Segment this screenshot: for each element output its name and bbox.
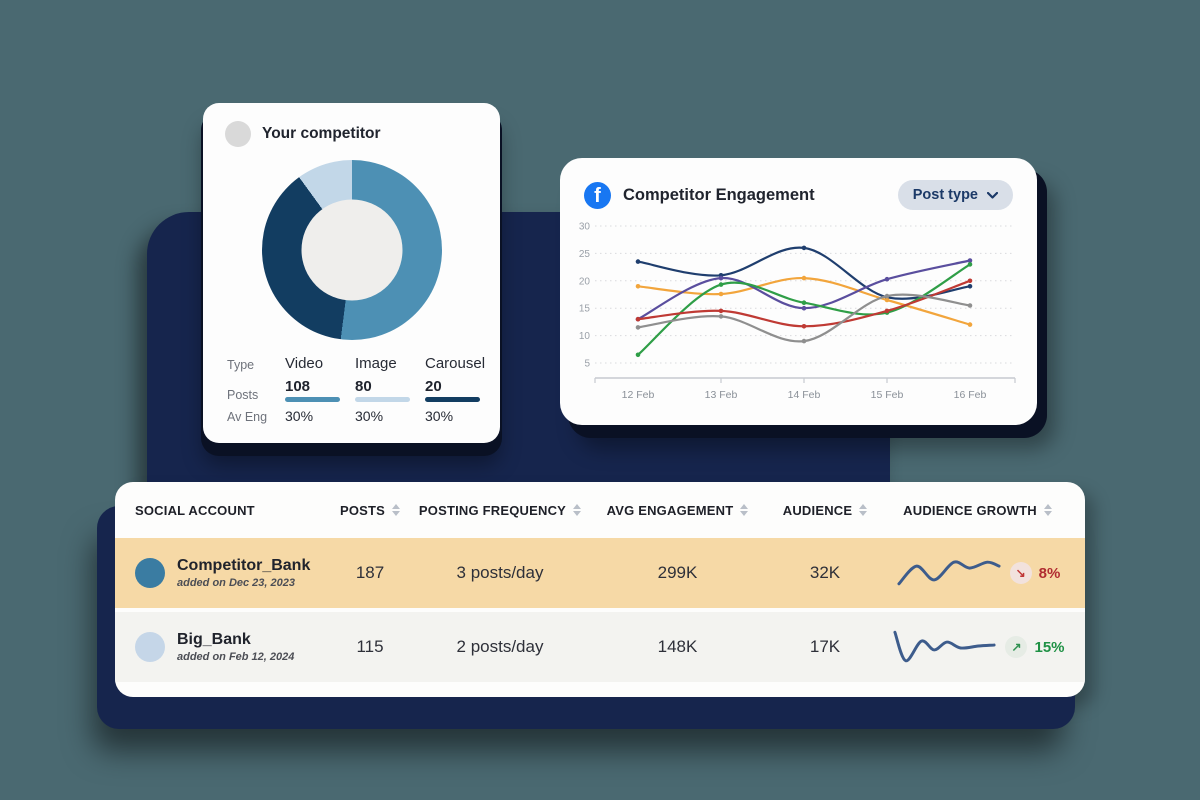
column-header-label: AVG ENGAGEMENT bbox=[606, 502, 734, 518]
chevron-down-icon bbox=[987, 191, 998, 199]
column-header-label: AUDIENCE bbox=[782, 502, 853, 518]
growth-up-arrow-icon: ↗ bbox=[1005, 636, 1028, 658]
sort-icon[interactable] bbox=[392, 504, 401, 516]
legend-posts-2: 20 bbox=[425, 378, 442, 395]
sort-icon[interactable] bbox=[573, 504, 582, 516]
posting-frequency-value: 3 posts/day bbox=[456, 563, 544, 582]
table-row[interactable]: Competitor_Bank added on Dec 23, 2023 18… bbox=[115, 538, 1085, 608]
account-added-date: added on Dec 23, 2023 bbox=[177, 576, 295, 589]
legend-aveng-2: 30% bbox=[425, 408, 454, 424]
competitor-avatar bbox=[225, 121, 251, 147]
legend-row-label-posts: Posts bbox=[227, 388, 259, 402]
column-header-posts[interactable]: POSTS bbox=[335, 503, 405, 518]
post-type-dropdown-label: Post type bbox=[912, 187, 978, 203]
donut-chart-wrap bbox=[203, 160, 500, 340]
posts-value: 115 bbox=[356, 637, 384, 656]
column-header-posting-frequency[interactable]: POSTING FREQUENCY bbox=[405, 503, 595, 518]
audience-growth-cell: ↗ 15% bbox=[890, 625, 1065, 669]
competitors-table-card: SOCIAL ACCOUNT POSTS POSTING FREQUENCY AVG … bbox=[115, 482, 1085, 697]
social-account-cell: Big_Bank added on Feb 12, 2024 bbox=[135, 631, 335, 663]
column-header-label: POSTING FREQUENCY bbox=[418, 502, 567, 518]
avg-engagement-value: 148K bbox=[657, 637, 698, 656]
social-account-cell: Competitor_Bank added on Dec 23, 2023 bbox=[135, 557, 335, 589]
svg-text:5: 5 bbox=[584, 359, 590, 370]
svg-text:15 Feb: 15 Feb bbox=[871, 389, 904, 401]
post-type-donut-chart bbox=[261, 160, 442, 340]
legend-posts-0: 108 bbox=[285, 378, 311, 395]
sort-icon[interactable] bbox=[740, 504, 749, 516]
audience-growth-sparkline bbox=[893, 630, 997, 663]
competitor-engagement-card: f Competitor Engagement Post type 30 25 20… bbox=[560, 158, 1037, 425]
account-name: Competitor_Bank bbox=[177, 557, 311, 575]
sort-icon[interactable] bbox=[859, 504, 868, 516]
svg-text:10: 10 bbox=[579, 331, 591, 342]
competitor-donut-card: Your competitor Type Video Image Carousel Po… bbox=[203, 103, 500, 443]
engagement-card-title: Competitor Engagement bbox=[623, 185, 815, 204]
svg-text:25: 25 bbox=[579, 249, 591, 260]
account-avatar bbox=[135, 558, 165, 588]
audience-value: 17K bbox=[809, 637, 841, 656]
legend-color-bar-2 bbox=[425, 397, 480, 402]
svg-text:12 Feb: 12 Feb bbox=[622, 389, 655, 401]
column-header-label: POSTS bbox=[339, 502, 386, 518]
donut-card-title: Your competitor bbox=[262, 125, 381, 142]
audience-value: 32K bbox=[809, 563, 841, 582]
svg-text:15: 15 bbox=[579, 304, 591, 315]
table-header-row: SOCIAL ACCOUNT POSTS POSTING FREQUENCY AVG … bbox=[115, 482, 1085, 538]
donut-hole bbox=[301, 199, 402, 301]
column-header-social-account: SOCIAL ACCOUNT bbox=[135, 503, 335, 518]
column-header-audience[interactable]: AUDIENCE bbox=[760, 503, 890, 518]
engagement-line-chart: 30 25 20 15 10 5 12 Feb 13 Feb 14 Feb 15 Feb 16 Fe… bbox=[570, 208, 1022, 415]
sort-icon[interactable] bbox=[1043, 504, 1052, 516]
growth-percent: 8% bbox=[1038, 564, 1061, 582]
posting-frequency-value: 2 posts/day bbox=[456, 637, 544, 656]
legend-posts-1: 80 bbox=[355, 378, 372, 395]
table-body: Competitor_Bank added on Dec 23, 2023 18… bbox=[115, 538, 1085, 682]
facebook-icon: f bbox=[584, 181, 611, 209]
column-header-label: SOCIAL ACCOUNT bbox=[135, 502, 255, 518]
audience-growth-cell: ↘ 8% bbox=[890, 551, 1065, 595]
legend-type-2: Carousel bbox=[425, 355, 486, 372]
account-added-date: added on Feb 12, 2024 bbox=[177, 650, 295, 663]
svg-text:30: 30 bbox=[579, 222, 591, 233]
svg-text:14 Feb: 14 Feb bbox=[788, 389, 821, 401]
donut-legend: Type Video Image Carousel Posts 108 80 20 Av Eng… bbox=[227, 355, 500, 424]
svg-text:13 Feb: 13 Feb bbox=[705, 389, 738, 401]
column-header-audience-growth[interactable]: AUDIENCE GROWTH bbox=[890, 503, 1065, 518]
svg-text:16 Feb: 16 Feb bbox=[954, 389, 987, 401]
table-row[interactable]: Big_Bank added on Feb 12, 2024 115 2 pos… bbox=[115, 612, 1085, 682]
post-type-dropdown-button[interactable]: Post type bbox=[897, 180, 1013, 210]
legend-aveng-1: 30% bbox=[355, 408, 384, 424]
column-header-label: AUDIENCE GROWTH bbox=[903, 502, 1037, 518]
legend-type-0: Video bbox=[285, 355, 324, 372]
legend-row-label-type: Type bbox=[227, 358, 255, 372]
legend-color-bar-0 bbox=[285, 397, 340, 402]
column-header-avg-engagement[interactable]: AVG ENGAGEMENT bbox=[595, 503, 760, 518]
legend-aveng-0: 30% bbox=[285, 408, 314, 424]
growth-down-arrow-icon: ↘ bbox=[1009, 562, 1032, 584]
legend-row-label-aveng: Av Eng bbox=[227, 410, 268, 424]
account-avatar bbox=[135, 632, 165, 662]
growth-percent: 15% bbox=[1034, 638, 1065, 656]
legend-type-1: Image bbox=[355, 355, 397, 372]
engagement-card-header: f Competitor Engagement Post type bbox=[560, 158, 1037, 210]
svg-text:20: 20 bbox=[579, 276, 591, 287]
avg-engagement-value: 299K bbox=[657, 563, 698, 582]
posts-value: 187 bbox=[355, 563, 385, 582]
donut-card-header: Your competitor bbox=[203, 103, 500, 147]
legend-color-bar-1 bbox=[355, 397, 410, 402]
audience-growth-sparkline bbox=[897, 560, 1001, 586]
account-name: Big_Bank bbox=[177, 631, 251, 649]
